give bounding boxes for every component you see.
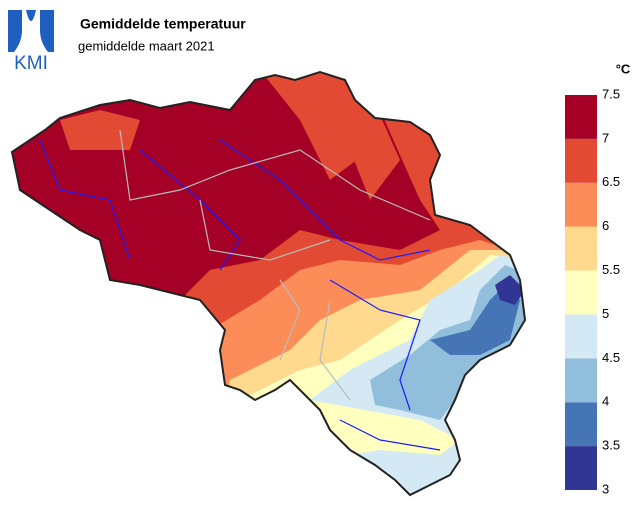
legend-tick-label: 7.5 [602,86,620,101]
legend-tick-label: 7 [602,130,609,145]
legend-swatch [565,182,597,227]
legend-tick-label: 5 [602,306,609,321]
map-area [495,275,525,305]
map-area [430,285,520,355]
map-area [340,80,400,200]
temperature-map [12,72,525,495]
logo-shape [40,10,54,52]
legend: 3 3.5 4 4.5 5 5.5 6 6.5 7 7.5 [565,86,620,496]
legend-tick-label: 5.5 [602,262,620,277]
legend-swatch [565,226,597,271]
legend-swatch [565,270,597,315]
legend-unit: °C [616,61,631,76]
legend-tick-label: 4.5 [602,350,620,365]
province-borders [119,129,431,401]
logo: KMI [8,10,54,74]
title: Gemiddelde temperatuur [80,16,246,32]
legend-tick-label: 6.5 [602,174,620,189]
legend-tick-label: 4 [602,394,609,409]
legend-swatch [565,95,597,139]
legend-swatch [565,314,597,359]
legend-swatch [565,358,597,403]
rivers [39,139,441,451]
legend-swatch [565,402,597,447]
legend-tick-label: 3.5 [602,438,620,453]
logo-text: KMI [14,53,48,74]
legend-swatch [565,138,597,183]
legend-swatch [565,446,597,490]
legend-tick-label: 3 [602,481,609,496]
map-area [60,110,140,150]
legend-tick-label: 6 [602,218,609,233]
logo-shape [26,10,36,21]
logo-shape [8,10,22,52]
subtitle: gemiddelde maart 2021 [78,38,215,53]
